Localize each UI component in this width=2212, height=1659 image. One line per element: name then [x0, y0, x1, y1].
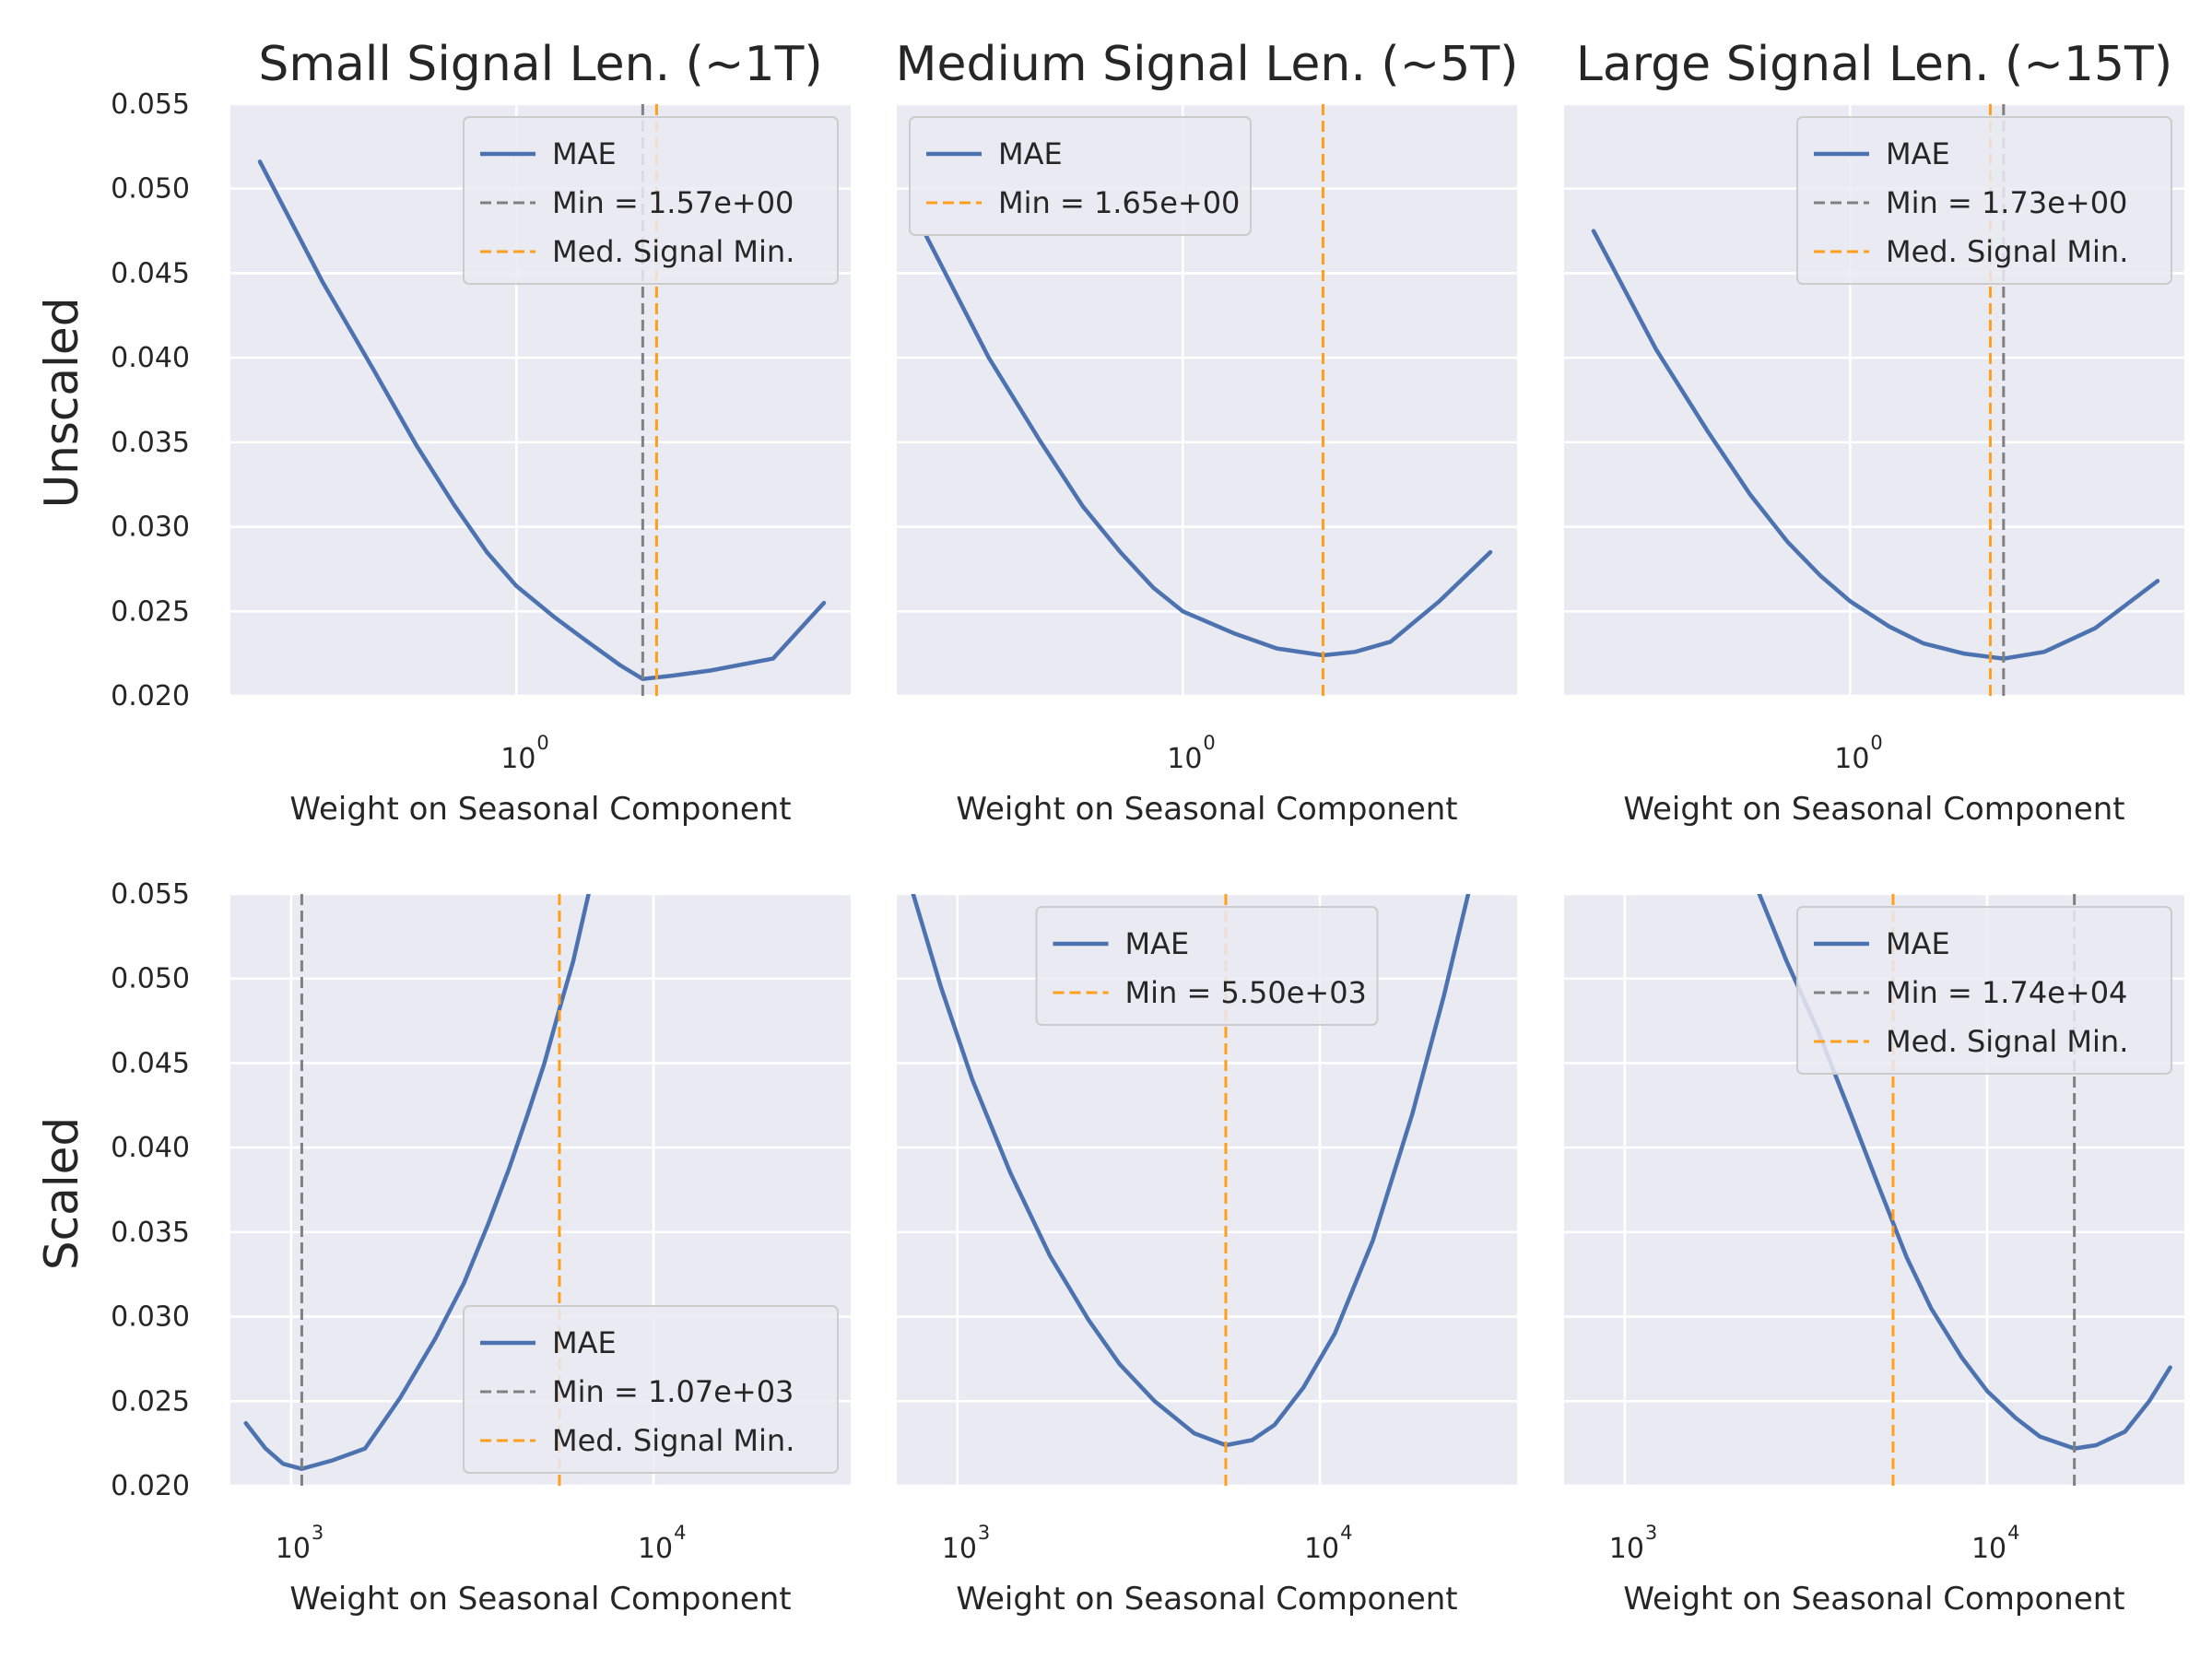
chart-panel-scaled-0: 0.020 0.025 0.030 0.035 0.040 0.045 0.050 0.055…: [111, 878, 851, 1618]
x-tick-label-base: 10: [276, 1533, 311, 1565]
legend-entry-label: MAE: [1886, 926, 1950, 961]
y-tick-label: 0.035: [111, 1217, 190, 1249]
x-tick-label-exponent: 4: [1340, 1522, 1352, 1544]
x-tick-label-exponent: 0: [1870, 732, 1882, 754]
x-tick-label-exponent: 3: [978, 1522, 990, 1544]
y-tick-label: 0.040: [111, 342, 190, 374]
legend-entry-label: MAE: [1125, 926, 1190, 961]
plot-content: [924, 104, 1493, 696]
mae-series-line: [243, 894, 591, 1471]
y-tick-label: 0.050: [111, 963, 190, 995]
x-axis-label: Weight on Seasonal Component: [1623, 1581, 2124, 1618]
y-tick-label: 0.030: [111, 1301, 190, 1334]
mae-series-line: [1591, 229, 2160, 661]
x-tick-label-exponent: 0: [536, 732, 548, 754]
legend-entry-label: Min = 1.57e+00: [552, 185, 794, 220]
x-axis-label: Weight on Seasonal Component: [956, 1581, 1457, 1618]
y-tick-label: 0.020: [111, 1470, 190, 1502]
legend-entry-label: Min = 1.65e+00: [998, 185, 1240, 220]
legend-entry-label: Min = 1.74e+04: [1886, 975, 2127, 1010]
legend-box: [1796, 906, 2172, 1075]
x-tick-label-base: 10: [638, 1533, 673, 1565]
legend-box: [1796, 116, 2172, 285]
chart-panel-unscaled-2: 10 0 Weight on Seasonal Component Large Sig…: [1564, 37, 2184, 828]
legend-entry-label: Med. Signal Min.: [1886, 1024, 2128, 1059]
x-tick-label-base: 10: [500, 743, 535, 775]
x-tick-label-base: 10: [942, 1533, 977, 1565]
panel-title: Large Signal Len. (~15T): [1576, 37, 2172, 92]
legend-entry-label: MAE: [998, 136, 1063, 171]
y-tick-label: 0.030: [111, 512, 190, 544]
y-tick-label: 0.025: [111, 595, 190, 628]
legend-entry-label: Min = 5.50e+03: [1125, 975, 1367, 1010]
mae-series-line: [257, 159, 827, 681]
legend-entry-label: Med. Signal Min.: [552, 1423, 794, 1458]
row-label-unscaled: Unscaled: [35, 298, 88, 509]
plot-content: [257, 104, 827, 696]
row-label-scaled: Scaled: [35, 1117, 88, 1270]
y-tick-label: 0.025: [111, 1385, 190, 1418]
legend: MAE Min = 1.73e+00 Med. Signal Min.: [1796, 116, 2172, 285]
x-tick-label-exponent: 3: [312, 1522, 324, 1544]
legend-entry-label: MAE: [552, 136, 617, 171]
x-tick-label-base: 10: [1304, 1533, 1339, 1565]
y-tick-label: 0.045: [111, 257, 190, 289]
y-tick-label: 0.055: [111, 878, 190, 911]
x-axis-label: Weight on Seasonal Component: [1623, 791, 2124, 828]
legend: MAE Min = 1.07e+03 Med. Signal Min.: [463, 1305, 839, 1474]
x-tick-label-base: 10: [1971, 1533, 2006, 1565]
panel-title: Medium Signal Len. (~5T): [896, 37, 1519, 92]
plot-content: [911, 894, 1471, 1486]
y-tick-label: 0.020: [111, 680, 190, 712]
x-tick-label-exponent: 4: [2007, 1522, 2019, 1544]
legend: MAE Min = 5.50e+03: [1035, 906, 1379, 1026]
legend-entry-label: Min = 1.73e+00: [1886, 185, 2127, 220]
legend-box: [463, 1305, 839, 1474]
y-tick-label: 0.040: [111, 1132, 190, 1164]
legend-box: [909, 116, 1252, 236]
legend-box: [463, 116, 839, 285]
mae-series-line: [924, 233, 1493, 658]
x-tick-label-base: 10: [1609, 1533, 1644, 1565]
legend: MAE Min = 1.74e+04 Med. Signal Min.: [1796, 906, 2172, 1075]
x-tick-label-exponent: 0: [1203, 732, 1215, 754]
x-tick-label-exponent: 3: [1645, 1522, 1657, 1544]
mae-series-line: [911, 894, 1471, 1448]
x-tick-label-base: 10: [1834, 743, 1869, 775]
legend-entry-label: Min = 1.07e+03: [552, 1374, 794, 1409]
chart-panel-unscaled-1: 10 0 Weight on Seasonal Component Medium Si…: [896, 37, 1519, 828]
legend-entry-label: MAE: [1886, 136, 1950, 171]
x-axis-label: Weight on Seasonal Component: [289, 791, 791, 828]
y-tick-label: 0.050: [111, 173, 190, 206]
legend: MAE Min = 1.57e+00 Med. Signal Min.: [463, 116, 839, 285]
legend-entry-label: Med. Signal Min.: [552, 234, 794, 269]
plot-content: [1591, 104, 2160, 696]
x-axis-label: Weight on Seasonal Component: [289, 1581, 791, 1618]
legend-entry-label: Med. Signal Min.: [1886, 234, 2128, 269]
x-axis-label: Weight on Seasonal Component: [956, 791, 1457, 828]
legend-box: [1035, 906, 1379, 1026]
x-tick-label-exponent: 4: [674, 1522, 686, 1544]
y-tick-label: 0.045: [111, 1047, 190, 1079]
y-tick-label: 0.035: [111, 427, 190, 459]
panel-title: Small Signal Len. (~1T): [258, 37, 822, 92]
x-tick-label-base: 10: [1167, 743, 1202, 775]
legend-entry-label: MAE: [552, 1325, 617, 1360]
y-tick-label: 0.055: [111, 88, 190, 121]
legend: MAE Min = 1.65e+00: [909, 116, 1252, 236]
plot-content: [243, 894, 591, 1486]
chart-panel-unscaled-0: 0.020 0.025 0.030 0.035 0.040 0.045 0.050 0.055…: [111, 37, 851, 828]
